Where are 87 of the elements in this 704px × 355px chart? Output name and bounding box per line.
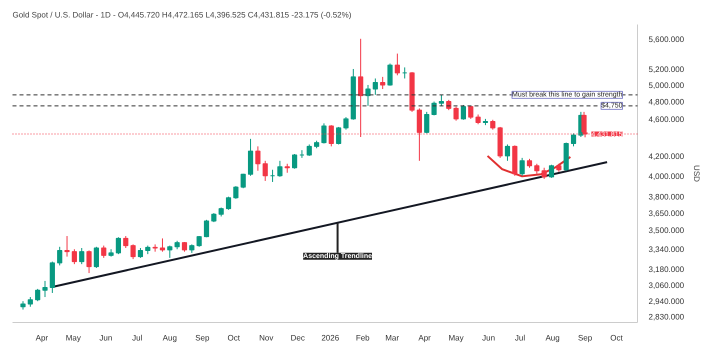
candlestick [380, 76, 386, 90]
x-tick-label: May [66, 334, 81, 342]
candlestick [372, 78, 378, 96]
x-tick-label: Sep [578, 334, 593, 342]
candlestick [424, 111, 430, 134]
candlestick [72, 248, 77, 265]
y-tick-label: 3,060.000 [648, 280, 685, 290]
line-series [486, 154, 572, 178]
y-tick-label: 3,340.000 [648, 245, 685, 254]
candlestick [387, 63, 393, 86]
candlestick [42, 280, 48, 298]
x-tick-label: Aug [545, 334, 560, 342]
y-tick-label: 5,600.000 [648, 34, 685, 44]
y-tick-label: 4,000.000 [648, 172, 685, 181]
candlestick [365, 84, 371, 106]
x-tick-label: Sep [195, 334, 210, 342]
candlestick [542, 167, 547, 180]
candlestick [292, 154, 298, 170]
candlestick [57, 246, 62, 266]
candlestick [160, 238, 166, 252]
x-tick-label: Nov [259, 334, 274, 342]
x-tick-label: Oct [610, 334, 624, 342]
chart-title: Gold Spot / U.S. Dollar - 1D - O4,445.720 H4,472.165 L4,396.525 C4,431.815 -23.175 (-0.52%) [12, 10, 352, 20]
candlestick [226, 196, 232, 210]
x-tick-label: Mar [385, 334, 400, 342]
candlestick [534, 163, 540, 174]
x-tick-label: Apr [36, 334, 48, 342]
candlestick [255, 146, 260, 172]
candlestick [490, 119, 496, 130]
candlestick [101, 245, 106, 258]
x-tick-label: Apr [418, 334, 432, 342]
candlestick [277, 160, 283, 178]
y-tick-label: 4,600.000 [648, 114, 685, 124]
candlestick [438, 94, 444, 106]
x-tick-label: Dec [290, 334, 305, 342]
y-tick-label: 2,940.000 [648, 297, 685, 306]
candlestick [86, 250, 92, 274]
candlestick [394, 53, 400, 76]
y-tick-label: 5,200.000 [648, 64, 685, 74]
candlestick [570, 132, 576, 147]
candlestick [35, 288, 40, 302]
x-tick-label: 2026 [321, 334, 340, 342]
candlestick [460, 104, 466, 120]
candlestick [211, 212, 216, 223]
candlestick [116, 236, 122, 255]
candlestick [306, 144, 312, 156]
candlestick [94, 246, 99, 268]
candlestick [262, 160, 268, 182]
candlestick [431, 101, 437, 116]
candlestick [476, 114, 481, 125]
y-tick-label: 4,200.000 [648, 152, 685, 161]
candlestick [138, 248, 144, 258]
x-tick-label: Oct [228, 334, 241, 342]
x-tick-label: Jul [132, 334, 143, 342]
candlestick [28, 296, 33, 308]
candlestick [520, 157, 525, 176]
candlestick [130, 244, 136, 260]
candlestick [343, 116, 349, 130]
candlestick [321, 122, 327, 144]
candlestick [468, 105, 474, 120]
candlestick [204, 219, 210, 238]
x-tick-label: Jul [514, 334, 526, 342]
candlestick [233, 186, 238, 200]
x-tick-label: May [448, 334, 464, 342]
y-tick-label: 5,000.000 [648, 80, 685, 90]
y-tick-label: 3,180.000 [648, 265, 685, 274]
x-tick-label: Feb [356, 334, 370, 342]
candlestick [336, 126, 342, 145]
x-tick-label: Jun [482, 334, 496, 342]
y-tick-label: 3,650.000 [648, 209, 685, 218]
x-tick-label: Aug [162, 334, 177, 342]
candlestick [504, 144, 510, 162]
y-tick-label: 3,500.000 [648, 226, 685, 236]
candlestick [240, 173, 246, 189]
candlestick [167, 245, 172, 258]
y-axis-title: USD [692, 165, 702, 182]
x-tick-label: Jun [99, 334, 112, 342]
candlestick [123, 236, 128, 249]
candlestick [79, 248, 84, 265]
y-tick-label: 3,800.000 [648, 192, 685, 202]
candlestick [64, 236, 70, 258]
candlestick [453, 106, 459, 122]
candlestick [196, 236, 202, 248]
candlestick [548, 164, 554, 178]
candlestick [248, 138, 254, 176]
y-tick-label: 4,800.000 [648, 98, 685, 107]
y-tick-label: 2,830.000 [648, 312, 685, 322]
